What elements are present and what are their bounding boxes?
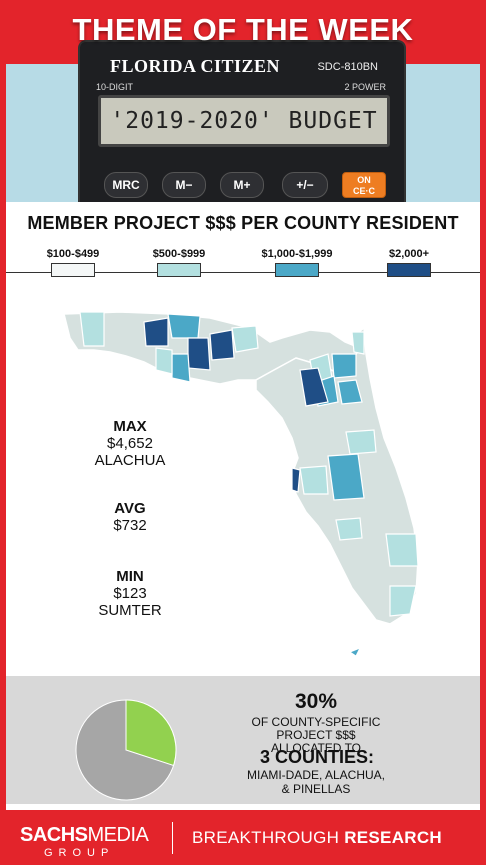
on-key-bottom-label: CE·C: [353, 186, 375, 196]
footer: SACHSMEDIA GROUP BREAKTHROUGH RESEARCH: [0, 810, 486, 865]
stat-max-county: ALACHUA: [94, 452, 166, 469]
legend-item-4: $2,000+: [374, 248, 444, 277]
county-tier2-panhandle-2: [231, 325, 259, 353]
map-subtitle: MEMBER PROJECT $$$ PER COUNTY RESIDENT: [27, 213, 459, 233]
on-key-top-label: ON: [357, 175, 371, 185]
county-tier2-panhandle-1: [155, 347, 173, 375]
legend-label: $2,000+: [388, 248, 430, 260]
county-alachua: [299, 367, 329, 407]
m-plus-key: M+: [220, 172, 264, 198]
florida-county-map: [63, 311, 419, 657]
county-tier3-panhandle-1: [167, 313, 201, 339]
stat-min-label: MIN: [116, 568, 144, 585]
plus-minus-key: +/−: [282, 172, 328, 198]
county-tier2-north-2: [351, 331, 365, 355]
county-tier4-panhandle-2: [209, 329, 235, 361]
pie-section: 30% OF COUNTY-SPECIFIC PROJECT $$$ ALLOC…: [6, 676, 480, 804]
calculator-brand: FLORIDA CITIZEN: [110, 56, 281, 76]
footer-tagline-light: BREAKTHROUGH: [192, 828, 345, 847]
legend-label: $1,000-$1,999: [261, 248, 333, 260]
stat-avg: AVG $732: [80, 500, 180, 534]
calculator-display: '2019-2020' BUDGET: [98, 95, 390, 147]
m-minus-key: M−: [162, 172, 206, 198]
footer-tagline: BREAKTHROUGH RESEARCH: [192, 828, 442, 848]
footer-divider: [172, 822, 173, 854]
legend-item-1: $100-$499: [38, 248, 108, 277]
pie-counties-heading: 3 COUNTIES:: [259, 747, 374, 767]
stat-min-value: $123: [113, 585, 147, 602]
on-clear-key: ON CE·C: [342, 172, 386, 198]
stat-min-county: SUMTER: [98, 602, 162, 619]
stat-avg-label: AVG: [114, 500, 146, 517]
pie-description: OF COUNTY-SPECIFIC PROJECT $$$ ALLOCATED…: [246, 716, 386, 755]
county-pinellas: [291, 467, 301, 493]
county-tier3-north-3: [337, 379, 363, 405]
pie-description-line2: PROJECT $$$ ALLOCATED TO: [270, 728, 362, 755]
footer-brand-bold: SACHS: [20, 824, 88, 846]
legend-label: $100-$499: [46, 248, 100, 260]
pie-counties-list: MIAMI-DADE, ALACHUA, & PINELLAS: [236, 768, 396, 796]
calculator-keys: MRC M− M+ +/− ON CE·C: [96, 172, 396, 202]
calculator-image: FLORIDA CITIZEN SDC-810BN 10-DIGIT 2 POW…: [80, 42, 404, 202]
legend-swatch: [387, 263, 431, 277]
hero-banner: FLORIDA CITIZEN SDC-810BN 10-DIGIT 2 POW…: [6, 0, 480, 202]
stat-max: MAX $4,652 ALACHUA: [80, 418, 180, 469]
footer-brand: SACHSMEDIA: [20, 824, 149, 847]
pie-counties-line2: & PINELLAS: [281, 782, 351, 796]
footer-brand-rest: MEDIA: [87, 824, 149, 846]
legend-rule: [6, 272, 480, 273]
calculator-power-label: 2 POWER: [344, 82, 386, 92]
page-title: THEME OF THE WEEK: [72, 12, 414, 47]
county-miami-dade: [389, 585, 417, 617]
county-tier3-central: [327, 453, 365, 501]
mrc-key: MRC: [104, 172, 148, 198]
legend-label: $500-$999: [152, 248, 206, 260]
county-tier2-central-1: [299, 465, 329, 495]
stat-max-value: $4,652: [107, 435, 153, 452]
pie-percent: 30%: [294, 690, 338, 713]
stat-max-label: MAX: [113, 418, 147, 435]
county-tier2-south-1: [335, 517, 363, 541]
legend-swatch: [51, 263, 95, 277]
allocation-pie-chart: [75, 699, 177, 801]
county-tier4-panhandle-1: [143, 317, 169, 347]
county-tier3-north-1: [331, 353, 357, 379]
county-tier2-central-2: [345, 429, 377, 455]
county-tier2-south-2: [385, 533, 419, 567]
county-tier3-panhandle-2: [171, 353, 191, 383]
footer-tagline-bold: RESEARCH: [344, 828, 443, 847]
legend-swatch: [157, 263, 201, 277]
footer-group: GROUP: [44, 847, 115, 859]
legend-item-3: $1,000-$1,999: [254, 248, 340, 277]
pie-slice-top-three: [125, 699, 177, 767]
county-keys: [348, 647, 362, 657]
legend-item-2: $500-$999: [144, 248, 214, 277]
calculator-digit-label: 10-DIGIT: [96, 82, 134, 92]
calculator-model: SDC-810BN: [317, 61, 378, 73]
county-escambia: [79, 311, 105, 347]
legend-swatch: [275, 263, 319, 277]
pie-description-line1: OF COUNTY-SPECIFIC: [251, 715, 381, 729]
stat-avg-value: $732: [113, 517, 147, 534]
stat-min: MIN $123 SUMTER: [80, 568, 180, 619]
pie-counties-line1: MIAMI-DADE, ALACHUA,: [246, 768, 386, 782]
county-leon: [187, 337, 211, 371]
